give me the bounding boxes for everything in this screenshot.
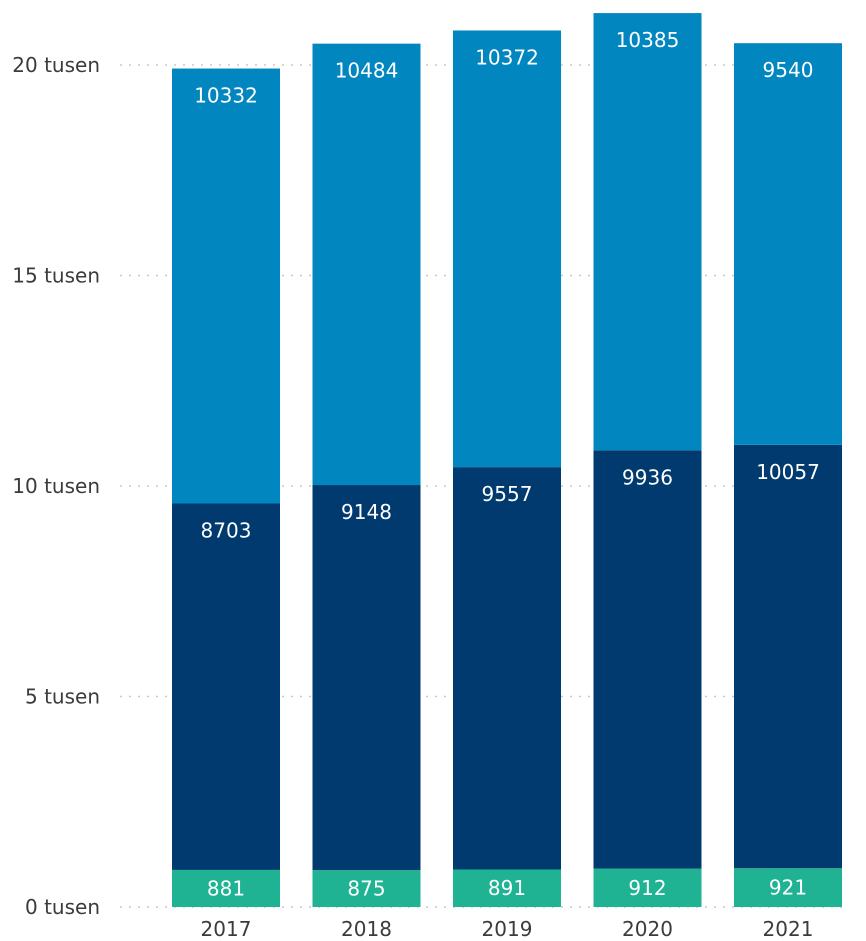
y-tick-label-1: 5 tusen [25,685,100,709]
bar-segment-2017-s0 [172,869,280,907]
bar-segment-2017-s1 [172,503,280,870]
x-tick-label-2018: 2018 [341,917,392,941]
x-axis-tick-labels: 2017 2018 2019 2020 2021 [201,917,814,941]
data-label-2021-s2: 9540 [763,58,814,82]
bar-segment-2020-s2 [593,13,702,451]
x-tick-label-2019: 2019 [482,917,533,941]
data-label-2019-s2: 10372 [475,45,539,69]
data-labels: 881 8703 10332 875 9148 10484 891 9557 10372 912 9… [194,28,820,900]
bar-segment-2021-s2 [734,43,842,445]
x-tick-label-2020: 2020 [622,917,673,941]
data-label-2020-s1: 9936 [622,465,673,489]
bar-segment-2018-s0 [312,870,421,907]
y-axis-tick-labels: 0 tusen 5 tusen 10 tusen 15 tusen 20 tusen [12,53,100,919]
data-label-2017-s1: 8703 [201,519,252,543]
data-label-2019-s0: 891 [488,876,526,900]
data-label-2020-s0: 912 [628,876,666,900]
bar-segment-2019-s1 [453,467,561,870]
y-tick-label-4: 20 tusen [12,53,100,77]
bars [172,13,842,907]
data-label-2018-s2: 10484 [335,59,399,83]
data-label-2017-s0: 881 [207,876,245,900]
data-label-2017-s2: 10332 [194,84,258,108]
y-tick-label-0: 0 tusen [25,895,100,919]
bar-segment-2018-s1 [312,485,421,871]
bar-segment-2019-s0 [453,869,561,907]
data-label-2021-s1: 10057 [756,460,820,484]
bar-segment-2021-s0 [734,868,842,907]
gridlines [120,64,846,908]
data-label-2021-s0: 921 [769,876,807,900]
bar-segment-2020-s0 [593,868,702,907]
data-label-2019-s1: 9557 [482,482,533,506]
x-tick-label-2017: 2017 [201,917,252,941]
bar-segment-2021-s1 [734,444,842,869]
x-tick-label-2021: 2021 [763,917,814,941]
bar-segment-2020-s1 [593,450,702,869]
bar-segment-2018-s2 [312,43,421,486]
bar-segment-2019-s2 [453,30,561,468]
data-label-2018-s0: 875 [347,877,385,901]
bar-segment-2017-s2 [172,68,280,504]
data-label-2020-s2: 10385 [616,28,680,52]
y-tick-label-3: 15 tusen [12,264,100,288]
y-tick-label-2: 10 tusen [12,474,100,498]
data-label-2018-s1: 9148 [341,500,392,524]
